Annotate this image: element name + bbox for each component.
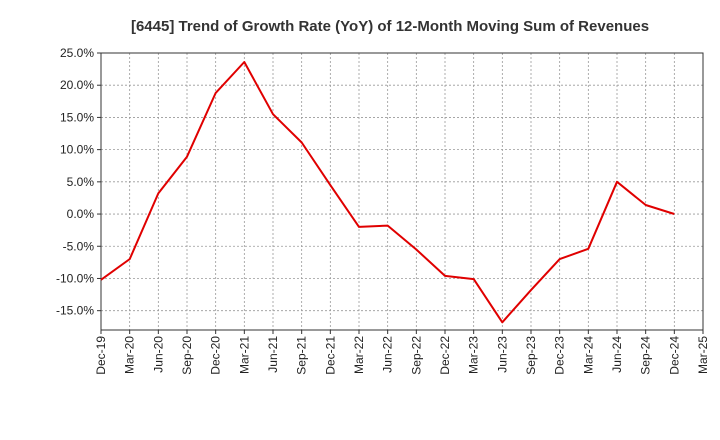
x-tick-label: Sep-20 bbox=[180, 336, 194, 375]
x-tick-label: Mar-21 bbox=[237, 336, 251, 374]
x-tick-label: Sep-21 bbox=[295, 336, 309, 375]
data-point bbox=[99, 278, 103, 282]
y-tick-label: 20.0% bbox=[60, 78, 94, 92]
x-tick-label: Dec-24 bbox=[667, 336, 681, 375]
x-tick-label: Dec-20 bbox=[209, 336, 223, 375]
x-tick-label: Sep-24 bbox=[639, 336, 653, 375]
x-tick-label: Mar-20 bbox=[123, 336, 137, 374]
y-tick-label: 10.0% bbox=[60, 143, 94, 157]
x-tick-label: Sep-23 bbox=[524, 336, 538, 375]
x-axis: Dec-19 Mar-20 Jun-20 Sep-20 Dec-20 Mar-21 Jun-… bbox=[94, 330, 710, 375]
x-tick-label: Sep-22 bbox=[409, 336, 423, 375]
data-point bbox=[529, 288, 533, 292]
x-tick-label: Dec-21 bbox=[323, 336, 337, 375]
data-point bbox=[386, 224, 390, 228]
data-point bbox=[271, 112, 275, 116]
plot-frame bbox=[100, 52, 704, 331]
data-point bbox=[586, 247, 590, 251]
grid bbox=[101, 53, 703, 330]
x-tick-label: Jun-21 bbox=[266, 336, 280, 373]
data-point bbox=[128, 257, 132, 261]
y-tick-label: -10.0% bbox=[56, 271, 94, 285]
x-tick-label: Jun-20 bbox=[151, 336, 165, 373]
x-tick-label: Jun-24 bbox=[610, 336, 624, 373]
x-tick-label: Dec-22 bbox=[438, 336, 452, 375]
data-point bbox=[328, 183, 332, 187]
y-tick-label: -15.0% bbox=[56, 304, 94, 318]
data-point bbox=[357, 225, 361, 229]
y-tick-label: 25.0% bbox=[60, 46, 94, 60]
x-tick-label: Dec-19 bbox=[94, 336, 108, 375]
x-tick-label: Mar-23 bbox=[467, 336, 481, 374]
data-point bbox=[500, 320, 504, 324]
x-tick-label: Jun-23 bbox=[495, 336, 509, 373]
x-tick-label: Mar-25 bbox=[696, 336, 710, 374]
data-point bbox=[672, 212, 676, 216]
data-point bbox=[443, 274, 447, 278]
x-tick-label: Mar-22 bbox=[352, 336, 366, 374]
data-point bbox=[414, 247, 418, 251]
series-line bbox=[100, 61, 675, 324]
data-point bbox=[558, 257, 562, 261]
y-tick-label: 15.0% bbox=[60, 110, 94, 124]
series-lines bbox=[99, 60, 676, 324]
x-tick-label: Mar-24 bbox=[581, 336, 595, 374]
x-tick-label: Jun-22 bbox=[381, 336, 395, 373]
data-point bbox=[214, 91, 218, 95]
data-point bbox=[644, 203, 648, 207]
y-tick-label: -5.0% bbox=[63, 239, 95, 253]
x-tick-label: Dec-23 bbox=[553, 336, 567, 375]
y-tick-label: 5.0% bbox=[67, 175, 95, 189]
y-axis: 25.0% 20.0% 15.0% 10.0% 5.0% 0.0% -5.0% -10.0% -… bbox=[56, 46, 101, 318]
data-point bbox=[242, 60, 246, 64]
data-point bbox=[615, 180, 619, 184]
data-point bbox=[185, 155, 189, 159]
data-point bbox=[300, 141, 304, 145]
y-tick-label: 0.0% bbox=[67, 207, 95, 221]
data-point bbox=[472, 277, 476, 281]
data-point bbox=[156, 191, 160, 195]
chart-title: [6445] Trend of Growth Rate (YoY) of 12-… bbox=[131, 18, 649, 35]
